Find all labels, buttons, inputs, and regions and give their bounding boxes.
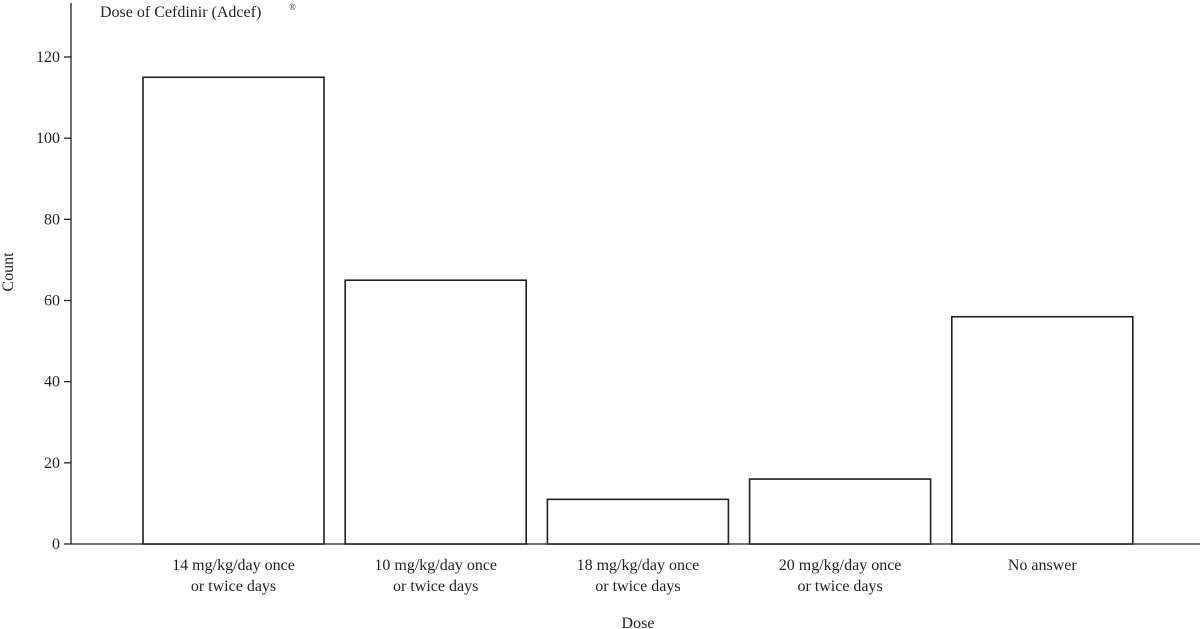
y-tick-label: 60 (44, 293, 60, 310)
bar (546, 498, 730, 545)
x-tick-label: No answer (1008, 557, 1078, 574)
y-tick-label: 20 (44, 455, 60, 472)
category-labels: 14 mg/kg/day once or twice days 10 mg/kg/d… (172, 557, 1077, 595)
y-tick-label: 80 (44, 211, 60, 228)
x-axis-label: Dose (622, 615, 655, 629)
bar (344, 279, 528, 545)
bar (142, 76, 325, 545)
chart-title-superscript: ® (289, 2, 296, 12)
x-tick-label: or twice days (797, 578, 882, 595)
x-tick-label: 18 mg/kg/day once (577, 557, 700, 574)
x-tick-label: or twice days (393, 578, 478, 595)
x-tick-label: or twice days (595, 578, 680, 595)
x-tick-label: 20 mg/kg/day once (779, 557, 902, 574)
bars (142, 76, 1134, 545)
bar (748, 478, 932, 545)
chart-title-text: Dose of Cefdinir (Adcef) (100, 4, 261, 21)
y-tick-label: 0 (52, 536, 60, 553)
y-axis-label: Count (0, 252, 17, 292)
y-tick-label: 100 (36, 130, 60, 147)
y-tick-label: 40 (44, 374, 60, 391)
x-tick-label: 10 mg/kg/day once (374, 557, 497, 574)
chart-title: Dose of Cefdinir (Adcef) ® (100, 2, 296, 21)
x-tick-label: 14 mg/kg/day once (172, 557, 295, 574)
y-axis: 0 20 40 60 80 100 120 (36, 3, 72, 553)
bar (950, 315, 1134, 545)
y-tick-label: 120 (36, 49, 60, 66)
x-tick-label: or twice days (191, 578, 276, 595)
